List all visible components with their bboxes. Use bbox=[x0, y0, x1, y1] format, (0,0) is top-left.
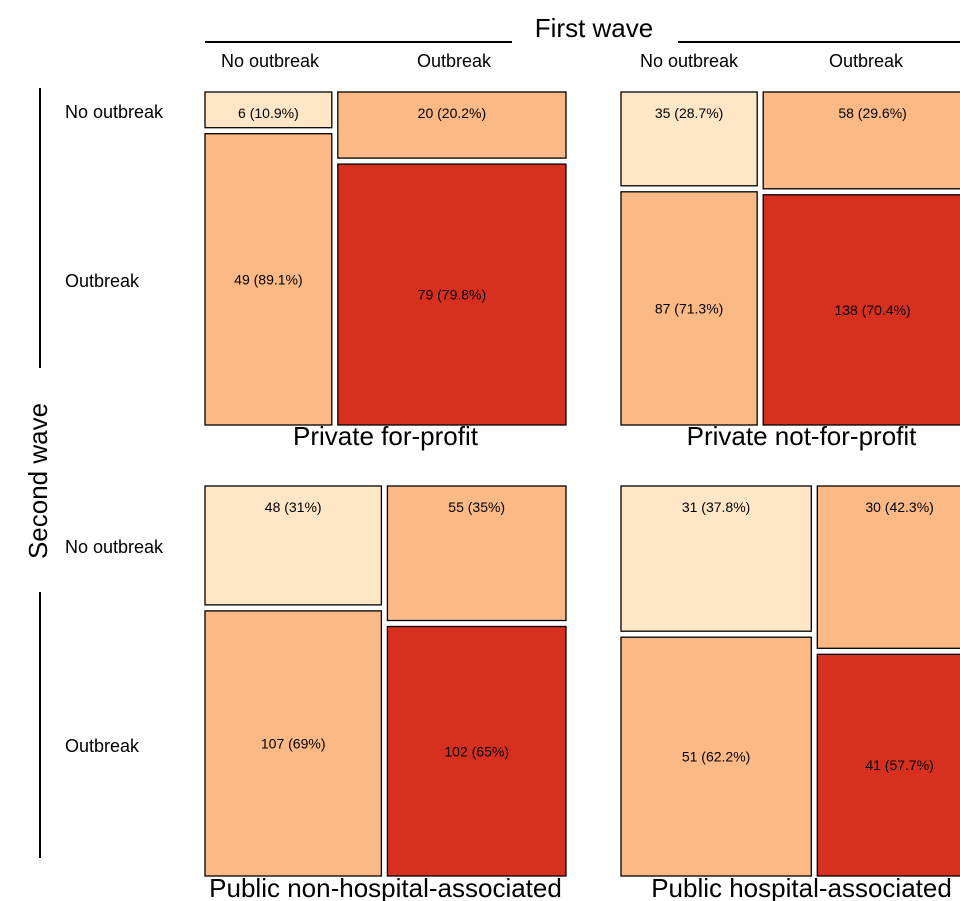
cell-label-no-out: 107 (69%) bbox=[261, 736, 326, 752]
cell-no-no bbox=[620, 91, 758, 187]
cell-label-no-out: 87 (71.3%) bbox=[655, 300, 723, 316]
panel-title: Private for-profit bbox=[293, 421, 479, 451]
cell-label-out-out: 102 (65%) bbox=[444, 743, 509, 759]
cell-no-out bbox=[204, 610, 383, 877]
cell-no-out bbox=[204, 133, 333, 426]
row-label-top-no-outbreak: No outbreak bbox=[65, 102, 164, 122]
panel-public-hospital-associated: 31 (37.8%) 51 (62.2%) 30 (42.3%) 41 (57.… bbox=[620, 485, 960, 901]
row-label-top-outbreak: Outbreak bbox=[65, 271, 140, 291]
cell-no-out bbox=[620, 636, 812, 877]
col-header-left-no-outbreak: No outbreak bbox=[221, 51, 320, 71]
cell-no-no bbox=[204, 485, 383, 606]
cell-label-no-no: 31 (37.8%) bbox=[682, 499, 750, 515]
cell-label-out-out: 79 (79.8%) bbox=[418, 287, 486, 303]
cell-label-no-out: 51 (62.2%) bbox=[682, 749, 750, 765]
cell-label-no-no: 6 (10.9%) bbox=[238, 105, 299, 121]
second-wave-title: Second wave bbox=[23, 403, 53, 559]
panel-public-non-hospital-associated: 48 (31%) 107 (69%) 55 (35%) 102 (65%) Pu… bbox=[204, 485, 567, 901]
cell-out-out bbox=[337, 163, 567, 426]
row-label-bottom-outbreak: Outbreak bbox=[65, 736, 140, 756]
cell-label-out-no: 30 (42.3%) bbox=[865, 499, 933, 515]
col-header-right-no-outbreak: No outbreak bbox=[640, 51, 739, 71]
panel-private-for-profit: 6 (10.9%) 49 (89.1%) 20 (20.2%) 79 (79.8… bbox=[204, 91, 567, 451]
panel-title: Public non-hospital-associated bbox=[209, 873, 562, 901]
cell-out-no bbox=[386, 485, 567, 622]
cell-no-no bbox=[204, 91, 333, 129]
first-wave-title: First wave bbox=[535, 13, 653, 43]
cell-no-out bbox=[620, 191, 758, 426]
cell-no-no bbox=[620, 485, 812, 632]
cell-label-out-out: 138 (70.4%) bbox=[834, 302, 910, 318]
col-header-left-outbreak: Outbreak bbox=[417, 51, 492, 71]
panel-private-not-for-profit: 35 (28.7%) 87 (71.3%) 58 (29.6%) 138 (70… bbox=[620, 91, 960, 451]
col-header-right-outbreak: Outbreak bbox=[829, 51, 904, 71]
cell-out-no bbox=[762, 91, 960, 190]
cell-label-no-out: 49 (89.1%) bbox=[234, 271, 302, 287]
cell-label-out-no: 58 (29.6%) bbox=[838, 105, 906, 121]
cell-out-no bbox=[337, 91, 567, 159]
cell-label-out-no: 55 (35%) bbox=[448, 499, 505, 515]
cell-out-no bbox=[816, 485, 960, 649]
cell-label-no-no: 48 (31%) bbox=[265, 499, 322, 515]
row-label-bottom-no-outbreak: No outbreak bbox=[65, 537, 164, 557]
panel-title: Private not-for-profit bbox=[687, 421, 918, 451]
panel-title: Public hospital-associated bbox=[651, 873, 952, 901]
cell-label-out-no: 20 (20.2%) bbox=[418, 105, 486, 121]
cell-out-out bbox=[386, 625, 567, 877]
cell-label-no-no: 35 (28.7%) bbox=[655, 105, 723, 121]
cell-out-out bbox=[762, 194, 960, 426]
cell-out-out bbox=[816, 653, 960, 877]
cell-label-out-out: 41 (57.7%) bbox=[865, 757, 933, 773]
